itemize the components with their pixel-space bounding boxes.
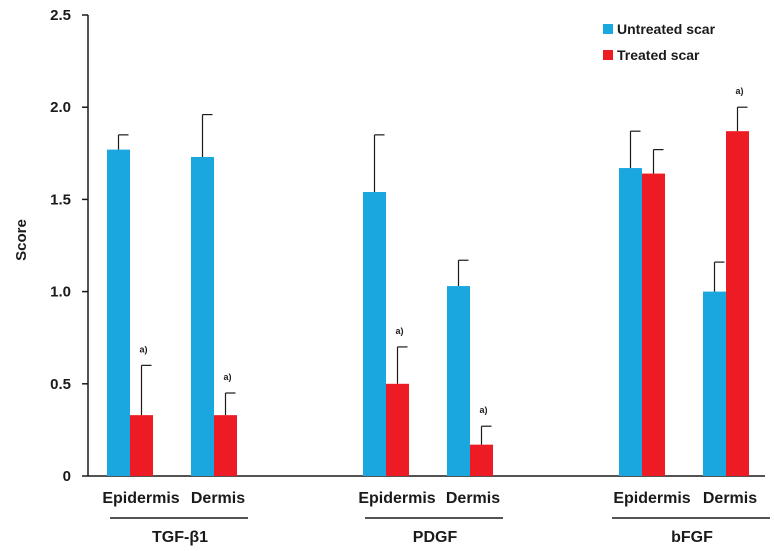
legend-swatch (603, 50, 613, 60)
untreated-scar-bar (703, 291, 726, 476)
untreated-scar-bar (619, 168, 642, 476)
y-axis-label: Score (13, 219, 30, 261)
legend: Untreated scar Treated scar (603, 21, 716, 63)
untreated-scar-bar (363, 192, 386, 477)
legend-label: Treated scar (617, 47, 700, 63)
group-label: bFGF (671, 529, 713, 546)
significance-annotation: a) (395, 326, 403, 336)
y-tick-label: 1.0 (50, 284, 71, 301)
treated-scar-bar (642, 173, 665, 477)
group-label: PDGF (413, 529, 458, 546)
untreated-scar-bar (191, 156, 214, 476)
category-label: Dermis (191, 490, 245, 507)
y-tick-label: 2.5 (50, 7, 71, 24)
group-label: TGF-β1 (152, 529, 208, 546)
y-tick-label: 0 (63, 468, 71, 485)
treated-scar-bar (386, 383, 409, 476)
x-axis-labels: Epidermis Dermis TGF-β1 Epidermis Dermis PDGF… (102, 490, 770, 546)
y-tick-label: 0.5 (50, 376, 71, 393)
significance-annotation: a) (223, 372, 231, 382)
treated-scar-bar (214, 415, 237, 476)
significance-annotation: a) (139, 344, 147, 354)
significance-annotation: a) (735, 86, 743, 96)
error-bars-group (117, 106, 748, 445)
legend-swatch (603, 24, 613, 34)
legend-label: Untreated scar (617, 21, 716, 37)
category-label: Dermis (703, 490, 757, 507)
category-label: Epidermis (102, 490, 179, 507)
y-tick-label: 1.5 (50, 191, 71, 208)
untreated-scar-bar (107, 149, 130, 476)
significance-annotation: a) (479, 405, 487, 415)
annotations-group: a) a) a) a) a) (139, 86, 743, 415)
y-tick-label: 2.0 (50, 99, 71, 116)
category-label: Dermis (446, 490, 500, 507)
untreated-scar-bar (447, 286, 470, 476)
bars-group (107, 131, 749, 477)
treated-scar-bar (130, 415, 153, 476)
treated-scar-bar (726, 131, 749, 476)
treated-scar-bar (470, 444, 493, 476)
category-label: Epidermis (613, 490, 690, 507)
category-label: Epidermis (358, 490, 435, 507)
